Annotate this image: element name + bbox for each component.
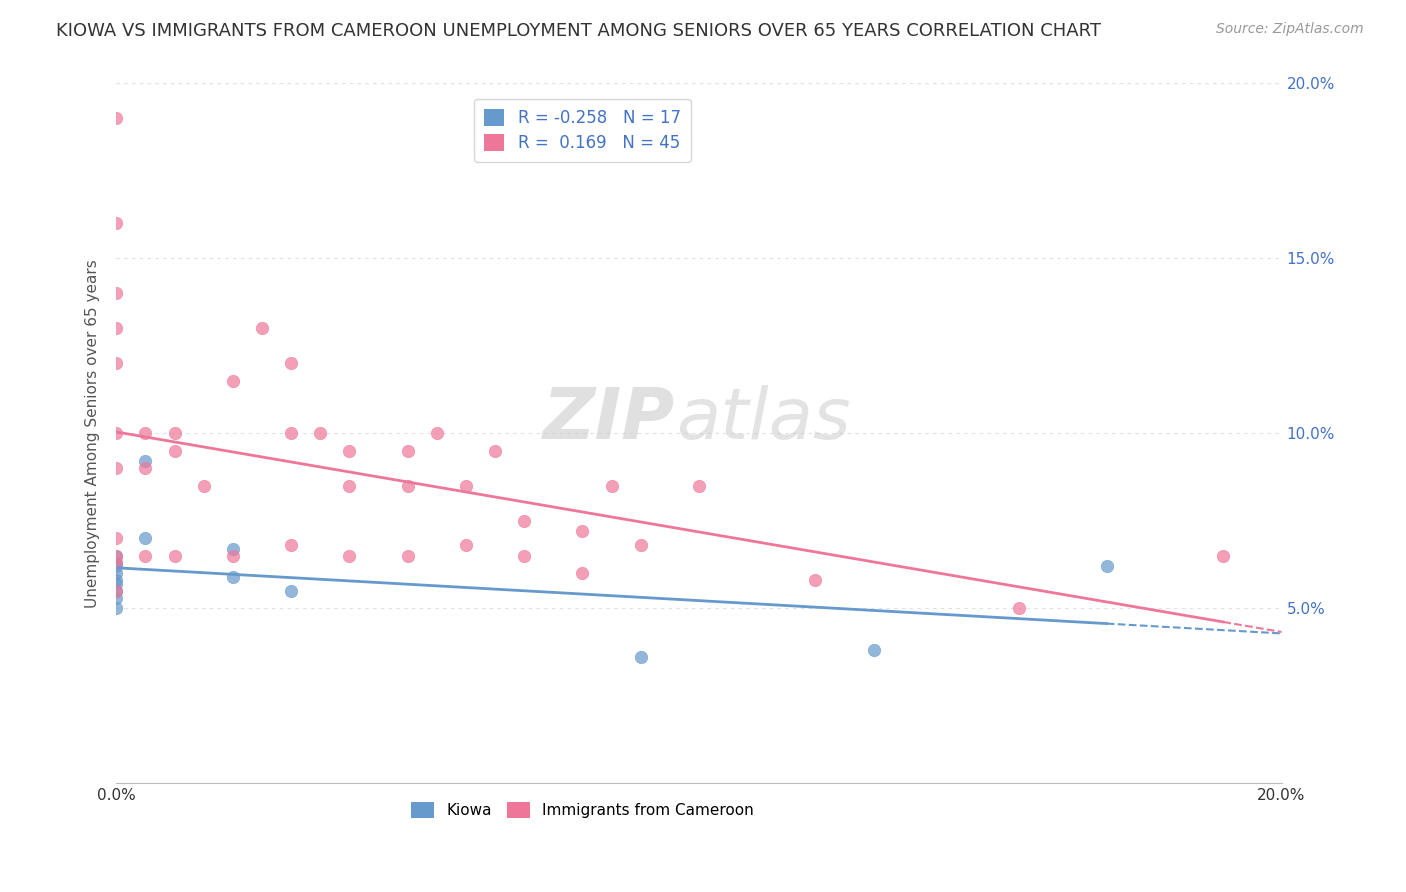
Point [396, 549, 419, 563]
Point [105, 601, 128, 615]
Point [862, 643, 884, 657]
Point [337, 443, 360, 458]
Point [1095, 559, 1118, 574]
Point [688, 479, 710, 493]
Point [222, 374, 245, 388]
Point [630, 650, 652, 665]
Point [105, 559, 128, 574]
Point [134, 549, 156, 563]
Point [105, 549, 128, 563]
Point [105, 216, 128, 230]
Point [309, 426, 332, 441]
Point [513, 514, 536, 528]
Point [105, 356, 128, 370]
Point [396, 443, 419, 458]
Point [134, 426, 156, 441]
Point [571, 524, 593, 538]
Point [105, 566, 128, 581]
Point [163, 549, 186, 563]
Point [280, 356, 302, 370]
Point [454, 479, 477, 493]
Point [600, 479, 623, 493]
Text: Source: ZipAtlas.com: Source: ZipAtlas.com [1216, 22, 1364, 37]
Point [222, 541, 245, 556]
Point [134, 454, 156, 468]
Point [193, 479, 215, 493]
Point [163, 443, 186, 458]
Point [280, 583, 302, 598]
Point [105, 576, 128, 591]
Point [337, 549, 360, 563]
Point [337, 479, 360, 493]
Point [222, 569, 245, 583]
Point [280, 426, 302, 441]
Point [105, 556, 128, 570]
Point [105, 583, 128, 598]
Point [105, 583, 128, 598]
Text: ZIP: ZIP [543, 384, 676, 454]
Point [1212, 549, 1234, 563]
Point [105, 321, 128, 335]
Point [105, 549, 128, 563]
Point [105, 531, 128, 545]
Point [630, 538, 652, 552]
Point [163, 426, 186, 441]
Point [134, 531, 156, 545]
Text: KIOWA VS IMMIGRANTS FROM CAMEROON UNEMPLOYMENT AMONG SENIORS OVER 65 YEARS CORRE: KIOWA VS IMMIGRANTS FROM CAMEROON UNEMPL… [56, 22, 1101, 40]
Point [250, 321, 273, 335]
Point [426, 426, 449, 441]
Point [396, 479, 419, 493]
Point [105, 426, 128, 441]
Point [454, 538, 477, 552]
Point [513, 549, 536, 563]
Point [222, 549, 245, 563]
Point [1008, 601, 1031, 615]
Point [804, 573, 827, 587]
Point [105, 286, 128, 301]
Y-axis label: Unemployment Among Seniors over 65 years: Unemployment Among Seniors over 65 years [86, 259, 100, 607]
Point [484, 443, 506, 458]
Point [105, 591, 128, 605]
Point [105, 112, 128, 126]
Legend: Kiowa, Immigrants from Cameroon: Kiowa, Immigrants from Cameroon [405, 797, 759, 824]
Point [105, 573, 128, 587]
Point [571, 566, 593, 581]
Point [134, 461, 156, 475]
Point [105, 556, 128, 570]
Point [280, 538, 302, 552]
Point [105, 461, 128, 475]
Text: atlas: atlas [676, 384, 851, 454]
